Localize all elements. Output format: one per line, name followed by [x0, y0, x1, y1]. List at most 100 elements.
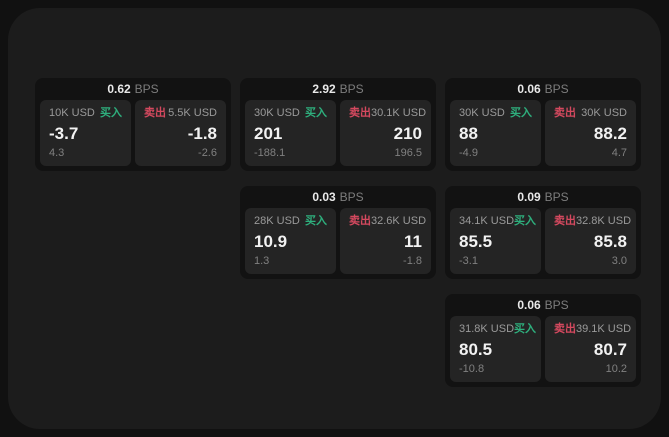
sell-label: 卖出	[554, 107, 576, 119]
buy-panel[interactable]: 30K USD 买入 201 -188.1	[245, 100, 336, 166]
buy-label: 买入	[514, 215, 537, 227]
sell-amount: 5.5K USD	[168, 107, 217, 119]
sell-panel[interactable]: 卖出 32.8K USD 85.8 3.0	[545, 208, 636, 274]
sell-delta: -2.6	[198, 147, 217, 159]
sell-header-row: 卖出 39.1K USD	[554, 323, 631, 336]
bps-value: 2.92	[312, 82, 336, 96]
sell-label: 卖出	[144, 107, 166, 119]
buy-amount: 30K USD	[459, 107, 505, 119]
buy-amount: 10K USD	[49, 107, 95, 119]
bps-value: 0.09	[517, 190, 541, 204]
buy-price: 88	[459, 124, 478, 143]
sell-amount: 30K USD	[581, 107, 627, 119]
buy-label: 买入	[100, 107, 122, 119]
card-header: 0.06 BPS	[450, 294, 636, 316]
sell-header-row: 卖出 32.6K USD	[349, 215, 426, 228]
sell-panel[interactable]: 卖出 39.1K USD 80.7 10.2	[545, 316, 636, 382]
buy-delta: -3.1	[459, 255, 478, 267]
buy-header-row: 30K USD 买入	[254, 107, 327, 120]
card-header: 2.92 BPS	[245, 78, 431, 100]
sell-label: 卖出	[349, 107, 371, 119]
bps-unit-label: BPS	[134, 82, 159, 96]
buy-label: 买入	[510, 107, 532, 119]
buy-price: 80.5	[459, 340, 493, 359]
quote-board-panel: 0.62 BPS 10K USD 买入 -3.7 4.3 卖出 5.5K USD…	[8, 8, 661, 429]
sell-header-row: 卖出 5.5K USD	[144, 107, 217, 120]
bps-value: 0.62	[107, 82, 131, 96]
sell-panel[interactable]: 卖出 30.1K USD 210 196.5	[340, 100, 431, 166]
sell-panel[interactable]: 卖出 32.6K USD 11 -1.8	[340, 208, 431, 274]
buy-amount: 34.1K USD	[459, 215, 515, 227]
bps-unit-label: BPS	[544, 298, 569, 312]
sell-amount: 32.8K USD	[576, 215, 632, 227]
buy-header-row: 10K USD 买入	[49, 107, 122, 120]
sell-delta: 4.7	[611, 147, 627, 159]
buy-amount: 30K USD	[254, 107, 300, 119]
sell-amount: 39.1K USD	[576, 323, 632, 335]
bps-unit-label: BPS	[339, 82, 364, 96]
card-header: 0.03 BPS	[245, 186, 431, 208]
buy-header-row: 28K USD 买入	[254, 215, 327, 228]
sell-label: 卖出	[349, 215, 371, 227]
card-body: 10K USD 买入 -3.7 4.3 卖出 5.5K USD -1.8 -2.…	[40, 100, 226, 166]
sell-header-row: 卖出 30K USD	[554, 107, 627, 120]
sell-price: 210	[393, 124, 422, 143]
bps-unit-label: BPS	[544, 82, 569, 96]
sell-delta: 3.0	[611, 255, 627, 267]
buy-price: -3.7	[49, 124, 79, 143]
buy-label: 买入	[305, 215, 327, 227]
buy-amount: 28K USD	[254, 215, 300, 227]
buy-price: 201	[254, 124, 283, 143]
buy-price: 10.9	[254, 232, 288, 251]
buy-panel[interactable]: 10K USD 买入 -3.7 4.3	[40, 100, 131, 166]
sell-header-row: 卖出 32.8K USD	[554, 215, 631, 228]
card-body: 30K USD 买入 201 -188.1 卖出 30.1K USD 210 1…	[245, 100, 431, 166]
sell-label: 卖出	[554, 215, 576, 227]
sell-panel[interactable]: 卖出 5.5K USD -1.8 -2.6	[135, 100, 226, 166]
sell-amount: 30.1K USD	[371, 107, 427, 119]
buy-panel[interactable]: 28K USD 买入 10.9 1.3	[245, 208, 336, 274]
spread-card[interactable]: 0.06 BPS 30K USD 买入 88 -4.9 卖出 30K USD 8…	[445, 78, 641, 171]
sell-header-row: 卖出 30.1K USD	[349, 107, 426, 120]
buy-header-row: 34.1K USD 买入	[459, 215, 536, 228]
buy-panel[interactable]: 34.1K USD 买入 85.5 -3.1	[450, 208, 541, 274]
buy-delta: 4.3	[49, 147, 65, 159]
spread-card[interactable]: 0.09 BPS 34.1K USD 买入 85.5 -3.1 卖出 32.8K…	[445, 186, 641, 279]
card-body: 28K USD 买入 10.9 1.3 卖出 32.6K USD 11 -1.8	[245, 208, 431, 274]
sell-panel[interactable]: 卖出 30K USD 88.2 4.7	[545, 100, 636, 166]
buy-label: 买入	[514, 323, 537, 335]
buy-panel[interactable]: 30K USD 买入 88 -4.9	[450, 100, 541, 166]
buy-amount: 31.8K USD	[459, 323, 515, 335]
spread-card[interactable]: 0.06 BPS 31.8K USD 买入 80.5 -10.8 卖出 39.1…	[445, 294, 641, 387]
sell-price: 11	[404, 232, 422, 251]
buy-header-row: 31.8K USD 买入	[459, 323, 536, 336]
sell-price: 80.7	[593, 340, 627, 359]
sell-amount: 32.6K USD	[371, 215, 427, 227]
sell-delta: 10.2	[605, 363, 627, 375]
spread-card[interactable]: 0.62 BPS 10K USD 买入 -3.7 4.3 卖出 5.5K USD…	[35, 78, 231, 171]
sell-price: -1.8	[187, 124, 217, 143]
bps-unit-label: BPS	[339, 190, 364, 204]
bps-unit-label: BPS	[544, 190, 569, 204]
buy-price: 85.5	[459, 232, 493, 251]
buy-delta: -4.9	[459, 147, 478, 159]
buy-delta: -188.1	[254, 147, 286, 159]
card-header: 0.62 BPS	[40, 78, 226, 100]
bps-value: 0.06	[517, 298, 541, 312]
card-body: 31.8K USD 买入 80.5 -10.8 卖出 39.1K USD 80.…	[450, 316, 636, 382]
spread-card[interactable]: 0.03 BPS 28K USD 买入 10.9 1.3 卖出 32.6K US…	[240, 186, 436, 279]
buy-delta: -10.8	[459, 363, 485, 375]
spread-card[interactable]: 2.92 BPS 30K USD 买入 201 -188.1 卖出 30.1K …	[240, 78, 436, 171]
buy-panel[interactable]: 31.8K USD 买入 80.5 -10.8	[450, 316, 541, 382]
sell-price: 88.2	[593, 124, 627, 143]
spread-card-grid: 0.62 BPS 10K USD 买入 -3.7 4.3 卖出 5.5K USD…	[35, 78, 641, 387]
card-body: 34.1K USD 买入 85.5 -3.1 卖出 32.8K USD 85.8…	[450, 208, 636, 274]
buy-header-row: 30K USD 买入	[459, 107, 532, 120]
bps-value: 0.03	[312, 190, 336, 204]
card-header: 0.09 BPS	[450, 186, 636, 208]
buy-label: 买入	[305, 107, 327, 119]
sell-delta: -1.8	[403, 255, 422, 267]
card-header: 0.06 BPS	[450, 78, 636, 100]
sell-delta: 196.5	[394, 147, 422, 159]
sell-label: 卖出	[554, 323, 576, 335]
